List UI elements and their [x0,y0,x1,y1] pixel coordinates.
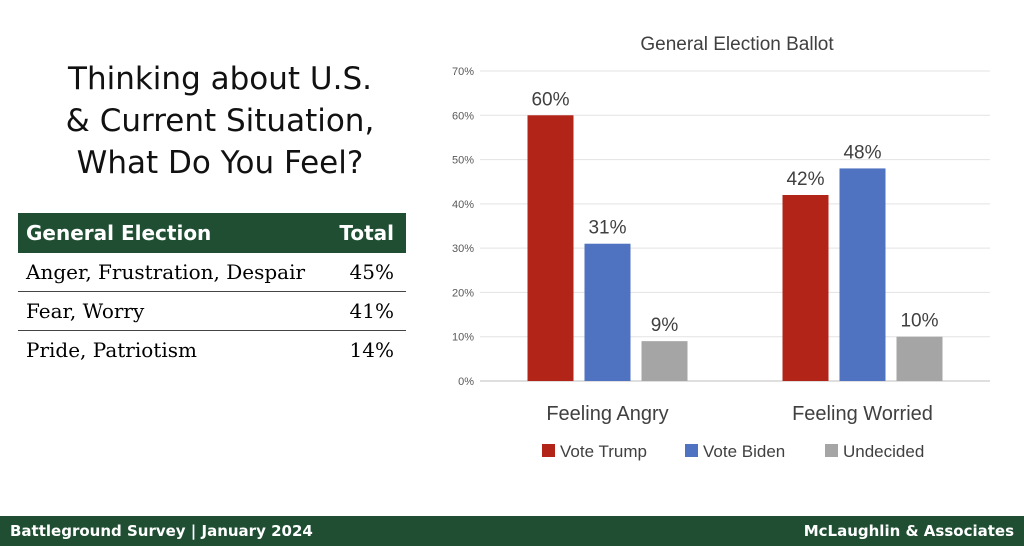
legend-swatch [685,444,698,457]
table-row-value: 45% [349,260,394,284]
bar [641,341,688,381]
bar [584,243,631,381]
slide-title: Thinking about U.S. & Current Situation,… [20,58,420,184]
y-tick-label: 40% [452,199,474,211]
results-table: General Election Total Anger, Frustratio… [18,213,406,369]
table-header-total: Total [339,221,394,245]
bar [527,115,574,382]
table-row-label: Pride, Patriotism [26,338,197,362]
table-row: Anger, Frustration, Despair 45% [18,253,406,292]
data-label: 60% [531,89,569,110]
slide-title-line-2: & Current Situation, [65,103,375,139]
y-tick-label: 70% [452,66,474,78]
table-row-value: 41% [349,299,394,323]
y-tick-label: 30% [452,243,474,255]
table-header: General Election Total [18,213,406,253]
footer-survey-label: Battleground Survey | January 2024 [10,522,313,540]
y-tick-label: 20% [452,287,474,299]
y-tick-label: 10% [452,332,474,344]
legend-label: Undecided [843,442,924,461]
legend-label: Vote Trump [560,442,647,461]
bar [782,195,829,381]
data-label: 10% [900,311,938,332]
footer-bar: Battleground Survey | January 2024 McLau… [0,516,1024,546]
table-row-label: Fear, Worry [26,299,145,323]
table-row: Pride, Patriotism 14% [18,331,406,369]
bar [896,336,943,381]
x-category-label: Feeling Worried [792,403,933,425]
legend-swatch [542,444,555,457]
x-category-label: Feeling Angry [546,403,668,425]
footer-firm-label: McLaughlin & Associates [803,522,1014,540]
y-tick-label: 50% [452,155,474,167]
slide-title-line-3: What Do You Feel? [76,145,364,181]
data-label: 9% [651,315,679,336]
chart-title: General Election Ballot [640,34,834,55]
slide-title-line-1: Thinking about U.S. [68,61,372,97]
y-tick-label: 0% [458,376,474,388]
data-label: 31% [588,218,626,239]
table-header-label: General Election [26,221,212,245]
table-row-label: Anger, Frustration, Despair [26,260,306,284]
data-label: 48% [843,142,881,163]
legend-swatch [825,444,838,457]
legend-label: Vote Biden [703,442,785,461]
y-tick-label: 60% [452,110,474,122]
ballot-bar-chart: General Election Ballot 0% 10% 20% 30% 40% 50%… [452,34,990,461]
bar [839,168,886,381]
data-label: 42% [786,169,824,190]
table-row: Fear, Worry 41% [18,292,406,331]
table-row-value: 14% [349,338,394,362]
